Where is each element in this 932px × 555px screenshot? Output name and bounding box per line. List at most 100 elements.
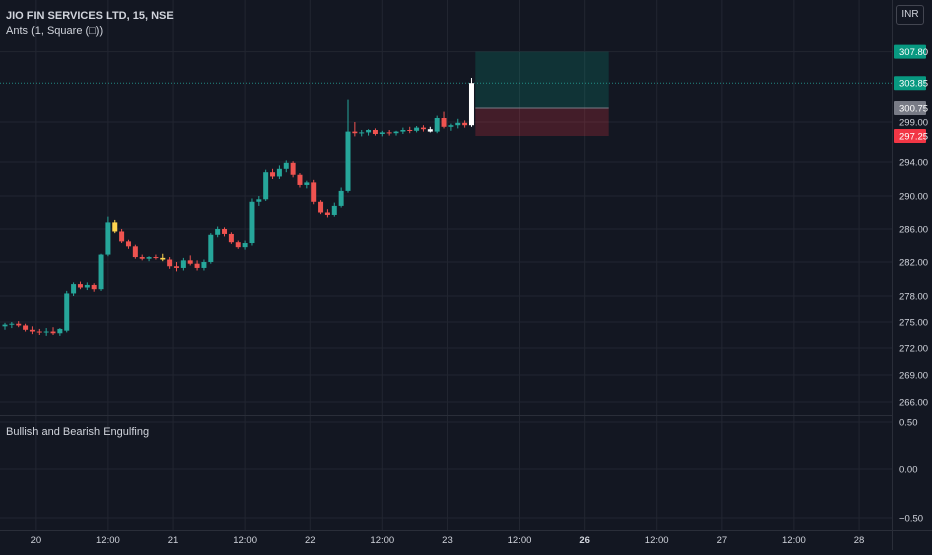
- time-tick-label: 21: [168, 535, 179, 546]
- candle-body: [462, 122, 468, 126]
- candle: [352, 122, 358, 137]
- candle: [324, 209, 330, 218]
- candle-body: [43, 331, 49, 333]
- candle: [36, 328, 42, 335]
- time-tick-label: 12:00: [370, 535, 394, 546]
- price-badge-bg: [894, 101, 926, 115]
- candle-body: [249, 201, 255, 244]
- indicator-pane-label[interactable]: Bullish and Bearish Engulfing: [6, 426, 150, 438]
- candle: [208, 233, 214, 264]
- candle: [9, 322, 15, 329]
- time-tick-label: 28: [854, 535, 865, 546]
- candle: [29, 326, 35, 335]
- candle: [43, 328, 49, 336]
- price-tick-label: 278.00: [899, 292, 928, 303]
- price-badge: 303.85: [894, 76, 928, 91]
- symbol-title: JIO FIN SERVICES LTD, 15, NSE: [6, 10, 174, 22]
- time-tick-label: 12:00: [233, 535, 257, 546]
- candle-body: [324, 212, 330, 215]
- target-zone: [475, 51, 609, 108]
- candle: [153, 254, 159, 260]
- candle-body: [263, 172, 269, 200]
- candle: [318, 200, 324, 215]
- candle-body: [420, 127, 426, 130]
- candle-body: [331, 205, 337, 215]
- candle: [84, 282, 90, 291]
- candle: [242, 240, 248, 250]
- candle: [276, 165, 282, 179]
- currency-button[interactable]: INR: [896, 5, 924, 25]
- candle-body: [71, 284, 77, 294]
- candle-body: [297, 174, 303, 185]
- price-badge-label: 303.85: [899, 79, 928, 90]
- candle: [455, 118, 461, 129]
- candle-body: [125, 241, 131, 247]
- price-badge: 297.25: [894, 129, 928, 143]
- candle-body: [441, 118, 447, 127]
- candle: [50, 327, 56, 335]
- candle: [16, 321, 22, 328]
- candle-body: [208, 234, 214, 262]
- candle: [372, 128, 378, 136]
- candle-body: [91, 284, 97, 290]
- candle: [105, 216, 111, 257]
- candle-body: [290, 162, 296, 175]
- candle: [160, 253, 166, 262]
- candle-body: [167, 259, 173, 267]
- price-tick-label: 299.00: [899, 118, 928, 129]
- candle: [379, 130, 385, 137]
- candle-body: [386, 132, 392, 134]
- candle-body: [427, 129, 433, 132]
- candle: [112, 219, 118, 234]
- candle-body: [9, 323, 15, 325]
- candle: [57, 328, 63, 336]
- candle-body: [468, 83, 474, 126]
- candle: [400, 127, 406, 134]
- candle-body: [146, 257, 152, 259]
- candle-body: [160, 257, 166, 260]
- price-badge-label: 300.75: [899, 104, 928, 115]
- candle-body: [84, 284, 90, 288]
- candle: [201, 259, 207, 271]
- price-badge-label: 307.80: [899, 47, 928, 58]
- candle-body: [105, 222, 111, 255]
- price-badge-bg: [894, 44, 926, 59]
- candle-body: [318, 201, 324, 213]
- candle: [427, 126, 433, 133]
- candle-body: [434, 118, 440, 132]
- price-badge: 300.75: [894, 101, 928, 115]
- time-tick-label: 22: [305, 535, 316, 546]
- candle-body: [187, 260, 193, 264]
- candle-body: [2, 324, 8, 327]
- indicator-legend[interactable]: Ants (1, Square (□)): [6, 25, 104, 37]
- time-tick-label: 23: [442, 535, 453, 546]
- price-tick-label: 275.00: [899, 318, 928, 329]
- candle-body: [139, 257, 145, 259]
- candle-body: [352, 131, 358, 134]
- candle: [146, 256, 152, 262]
- candle-body: [276, 168, 282, 177]
- candle: [256, 196, 262, 206]
- candle-body: [242, 243, 248, 248]
- candle-body: [372, 130, 378, 134]
- candle-body: [29, 329, 35, 332]
- candle: [420, 125, 426, 132]
- candle: [311, 179, 317, 205]
- candle: [77, 281, 83, 290]
- price-tick-label: 269.00: [899, 371, 928, 382]
- candle: [434, 115, 440, 134]
- time-tick-label: 27: [717, 535, 728, 546]
- time-tick-label: 12:00: [782, 535, 806, 546]
- candle: [2, 322, 8, 330]
- candle: [167, 257, 173, 269]
- candle: [64, 290, 70, 333]
- candle: [407, 126, 413, 134]
- price-badge: 307.80: [894, 44, 928, 59]
- candle-body: [338, 190, 344, 206]
- candle-body: [270, 172, 276, 177]
- candle-body: [201, 262, 207, 268]
- candle-body: [180, 260, 186, 268]
- candle-body: [194, 263, 200, 268]
